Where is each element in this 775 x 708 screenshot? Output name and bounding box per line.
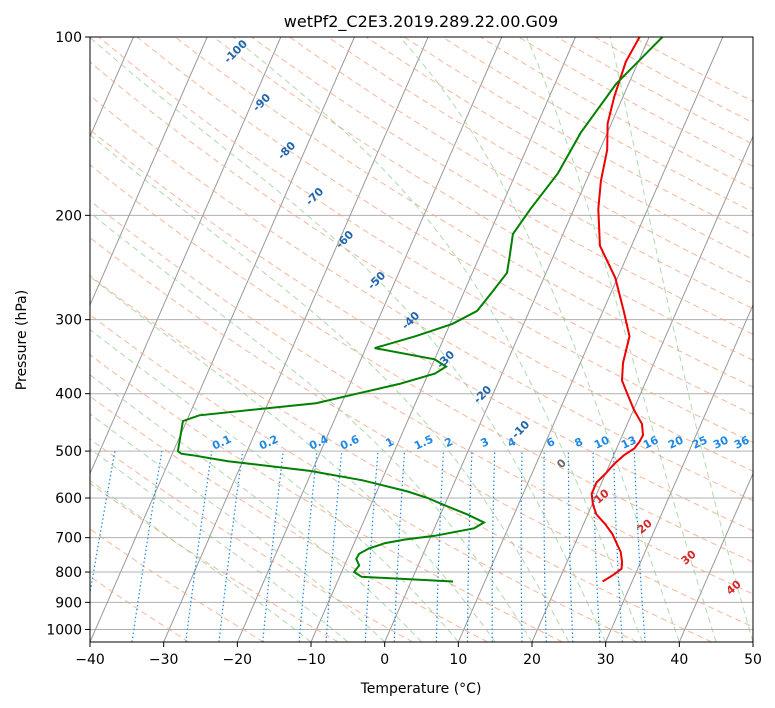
y-tick-label: 500 [55, 444, 82, 460]
y-axis-label: Pressure (hPa) [14, 290, 30, 390]
moist-adiabat [90, 413, 386, 642]
dry-adiabat [90, 237, 753, 628]
dry-adiabat [327, 37, 753, 285]
x-tick-label: 0 [380, 652, 389, 668]
mixing-ratio-line [218, 451, 244, 642]
mixing-ratio-label: 10 [592, 433, 612, 451]
dry-adiabat [213, 37, 753, 361]
dry-adiabat [90, 200, 753, 595]
dry-adiabat [90, 164, 753, 563]
axes: −40 −30 −20 −10 0 10 20 30 40 50 100 200 300 400 500 60… [46, 30, 762, 668]
x-axis-label: Temperature (°C) [360, 681, 482, 697]
dry-adiabat [90, 482, 339, 642]
mixing-ratio-line [262, 451, 284, 642]
isotherm [457, 37, 724, 642]
isotherm [531, 135, 753, 642]
moist-adiabat [232, 37, 643, 642]
y-tick-label: 100 [55, 30, 82, 46]
isotherm [384, 37, 650, 642]
dry-adiabat [90, 128, 753, 532]
background-lines [90, 37, 753, 642]
x-tick-label: 30 [597, 652, 615, 668]
mixing-ratio-label: 13 [619, 433, 638, 451]
mixing-ratio-label: 16 [641, 433, 661, 451]
x-tick-label: −40 [75, 652, 105, 668]
x-tick-label: 50 [744, 652, 762, 668]
x-tick-label: 20 [523, 652, 541, 668]
isotherm [90, 37, 355, 642]
dry-adiabat [90, 274, 712, 642]
moist-adiabat [609, 37, 753, 642]
mixing-ratio-line [185, 451, 213, 642]
data-lines [176, 37, 664, 583]
isotherm [90, 37, 208, 307]
y-tick-label: 400 [55, 387, 82, 403]
dry-adiabat [90, 61, 753, 472]
x-tick-label: −20 [223, 652, 253, 668]
x-tick-label: 40 [670, 652, 688, 668]
mixing-ratio-line [298, 451, 318, 642]
dry-adiabat [174, 37, 753, 388]
x-tick-label: 10 [449, 652, 467, 668]
x-tick-label: −30 [149, 652, 179, 668]
isotherm [605, 303, 753, 642]
isotherm [90, 37, 282, 475]
moist-adiabat [526, 37, 717, 642]
y-tick-label: 900 [55, 595, 82, 611]
y-tick-label: 300 [55, 313, 82, 329]
mixing-ratio-label: 20 [666, 433, 686, 451]
x-tick-label: −10 [296, 652, 326, 668]
moist-adiabat [399, 37, 680, 642]
moist-adiabat [90, 212, 533, 642]
dry-adiabat [90, 314, 638, 642]
chart-title: wetPf2_C2E3.2019.289.22.00.G09 [284, 12, 558, 32]
plot-frame [89, 36, 754, 643]
mixing-ratio-label: 36 [732, 433, 752, 451]
isotherm [236, 37, 503, 642]
dry-adiabat [289, 37, 753, 310]
isotherm [678, 472, 753, 642]
moist-adiabat [90, 37, 607, 642]
temperature-line [590, 37, 645, 583]
dry-adiabat [90, 94, 753, 502]
mixing-ratio-label: 30 [711, 433, 731, 451]
y-tick-label: 200 [55, 208, 82, 224]
moist-adiabat [90, 134, 570, 642]
mixing-ratio-line [325, 451, 343, 642]
y-tick-label: 600 [55, 491, 82, 507]
mixing-ratio-label: 25 [690, 433, 709, 451]
y-tick-label: 700 [55, 531, 82, 547]
mixing-ratio-line [131, 451, 163, 642]
y-tick-label: 1000 [46, 622, 82, 638]
dewpoint-line [176, 37, 664, 583]
moist-adiabat [90, 328, 459, 642]
y-tick-label: 800 [55, 565, 82, 581]
isotherm [163, 37, 429, 642]
moist-adiabat [90, 479, 312, 642]
moist-adiabat [90, 275, 496, 642]
dry-adiabat [90, 354, 563, 642]
